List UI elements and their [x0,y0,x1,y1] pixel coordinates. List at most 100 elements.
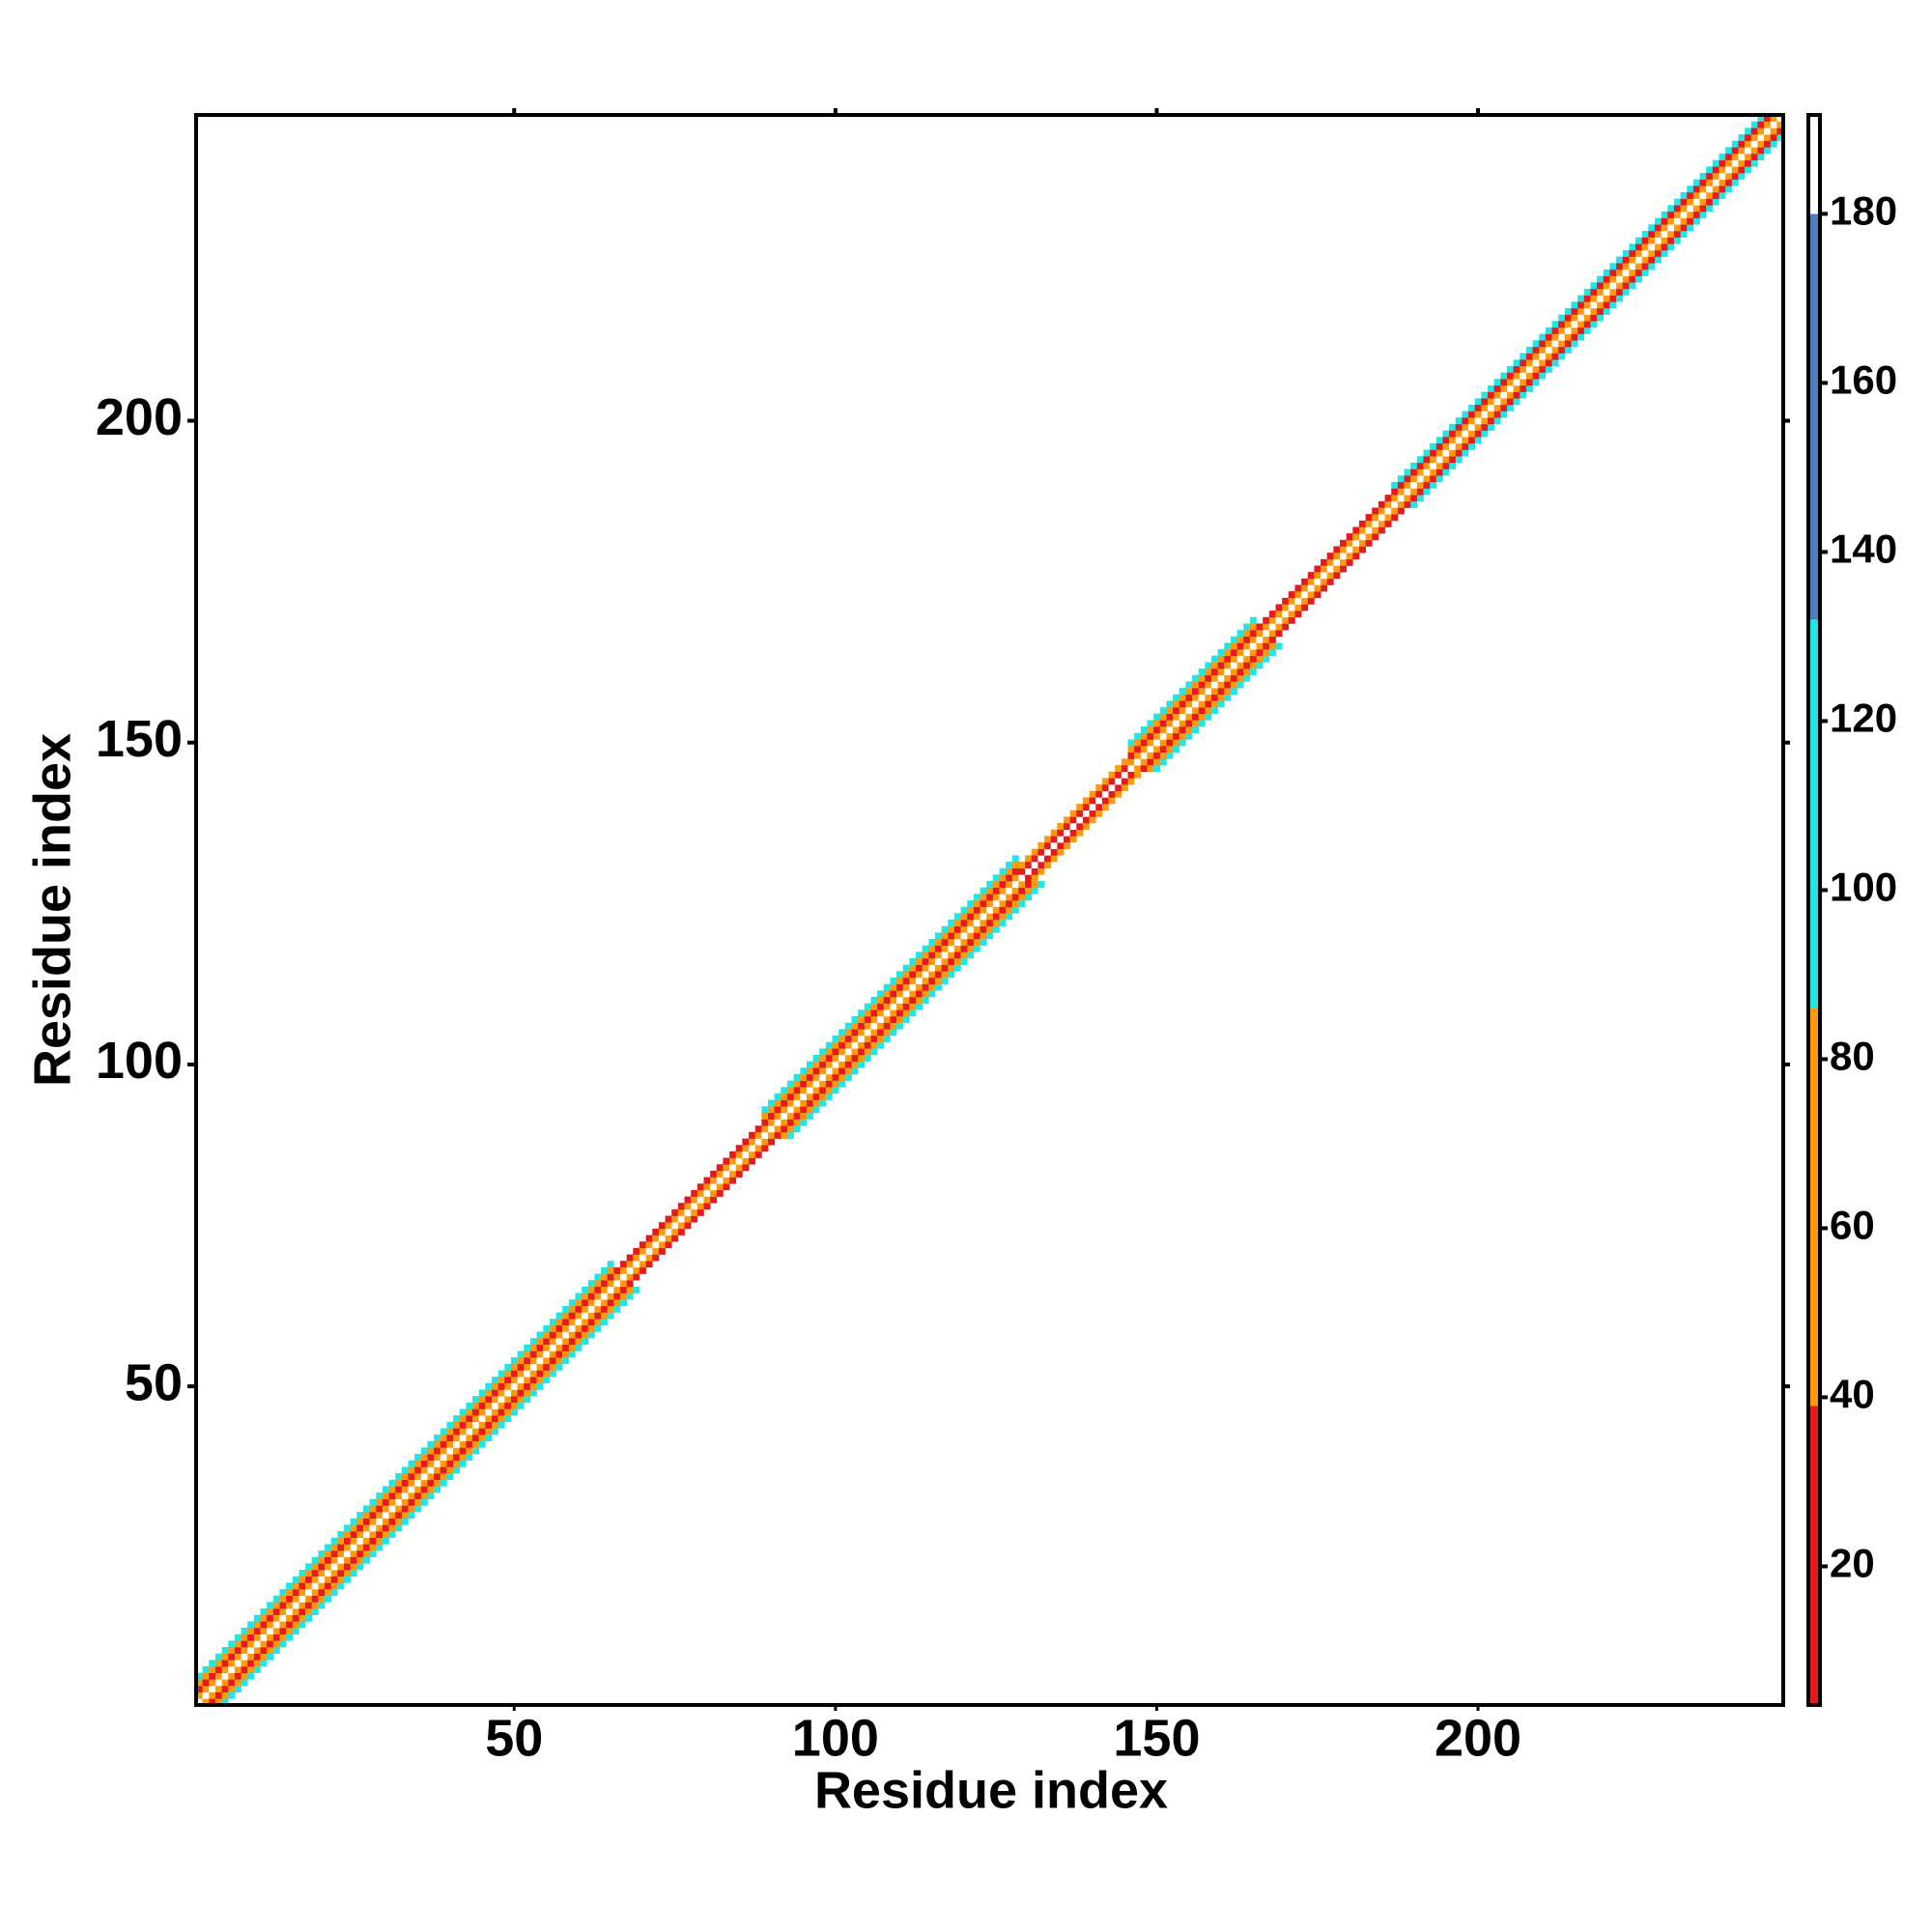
heatmap-cell [305,1602,313,1609]
heatmap-cell [819,1080,827,1088]
heatmap-cell [1365,514,1373,522]
heatmap-cell [883,990,891,998]
heatmap-cell [305,1576,313,1583]
heatmap-cell [1082,823,1090,831]
heatmap-cell [1551,321,1559,328]
heatmap-cell [228,1660,236,1667]
heatmap-cell [1603,295,1610,302]
heatmap-cell [922,971,929,979]
heatmap-cell [1776,115,1784,122]
heatmap-cell [343,1576,351,1583]
heatmap-cell [504,1363,512,1371]
heatmap-cell [1539,333,1547,341]
heatmap-cell [1770,140,1777,148]
heatmap-cell [1301,578,1309,585]
heatmap-cell [1089,790,1096,798]
heatmap-cell [305,1582,313,1590]
heatmap-cell [1687,185,1694,193]
heatmap-cell [1249,642,1257,650]
heatmap-cell [645,1261,653,1268]
heatmap-cell [524,1382,531,1390]
heatmap-cell [696,1203,704,1210]
heatmap-cell [928,990,936,998]
heatmap-cell [1391,495,1399,502]
heatmap-cell [902,990,910,998]
heatmap-cell [1757,140,1765,148]
heatmap-cell [1603,269,1610,276]
heatmap-cell [1648,256,1656,264]
heatmap-cell [318,1563,326,1571]
heatmap-cell [1442,442,1450,450]
heatmap-cell [1263,649,1270,657]
heatmap-cell [768,1106,775,1114]
heatmap-cell [684,1196,692,1204]
heatmap-cell [1532,372,1540,380]
heatmap-cell [825,1087,833,1094]
heatmap-cell [1179,707,1186,715]
heatmap-cell [247,1666,255,1673]
heatmap-cell [1525,372,1533,380]
heatmap-cell [350,1556,357,1564]
heatmap-cell [883,1015,891,1023]
heatmap-cell [1166,700,1174,708]
heatmap-cell [1750,128,1758,135]
heatmap-cell [1314,591,1321,599]
heatmap-cell [1236,630,1244,638]
heatmap-cell [1712,198,1719,206]
heatmap-cell [1159,746,1167,753]
heatmap-cell [1249,649,1257,657]
heatmap-cell [1603,301,1610,309]
heatmap-cell [1776,128,1784,135]
heatmap-cell [376,1518,384,1525]
heatmap-cell [844,1048,852,1056]
heatmap-cell [877,1029,885,1037]
heatmap-cell [325,1570,331,1577]
heatmap-cell [214,1679,222,1687]
heatmap-cell [401,1518,409,1525]
heatmap-cell [1635,256,1642,264]
heatmap-cell [1166,713,1174,721]
heatmap-cell [524,1350,531,1358]
heatmap-cell [253,1628,261,1634]
heatmap-cell [209,1660,216,1667]
heatmap-cell [1641,256,1649,264]
heatmap-cell [1378,526,1385,534]
heatmap-cell [941,957,949,965]
heatmap-cell [1597,275,1605,283]
heatmap-cell [1493,404,1501,412]
heatmap-cell [1082,816,1090,824]
heatmap-cell [742,1151,750,1158]
heatmap-cell [524,1389,531,1397]
heatmap-cell [928,983,936,991]
heatmap-cell [781,1119,788,1126]
heatmap-cell [652,1228,660,1236]
heatmap-cell [1532,379,1540,386]
heatmap-cell [1057,842,1065,849]
heatmap-cell [1179,694,1186,701]
heatmap-cell [793,1099,801,1107]
heatmap-cell [832,1067,839,1075]
heatmap-cell [1539,340,1547,348]
heatmap-cell [934,938,942,946]
heatmap-cell [967,932,975,940]
heatmap-cell [800,1106,808,1114]
heatmap-cell [1474,423,1482,431]
heatmap-cell [1185,726,1193,734]
heatmap-cell [568,1331,576,1339]
heatmap-cell [607,1312,614,1320]
heatmap-cell [658,1241,666,1249]
heatmap-cell [382,1537,389,1545]
heatmap-cell [1243,642,1251,650]
heatmap-cell [241,1640,248,1648]
heatmap-cell [1532,346,1540,354]
heatmap-cell [916,990,923,998]
heatmap-cell [1159,713,1167,721]
heatmap-cell [1641,249,1649,257]
heatmap-cell [420,1454,428,1462]
heatmap-cell [382,1512,389,1520]
heatmap-cell [330,1563,338,1571]
heatmap-cell [1185,688,1193,696]
heatmap-cell [1474,417,1482,425]
heatmap-cell [877,1035,885,1042]
heatmap-cell [529,1357,537,1365]
